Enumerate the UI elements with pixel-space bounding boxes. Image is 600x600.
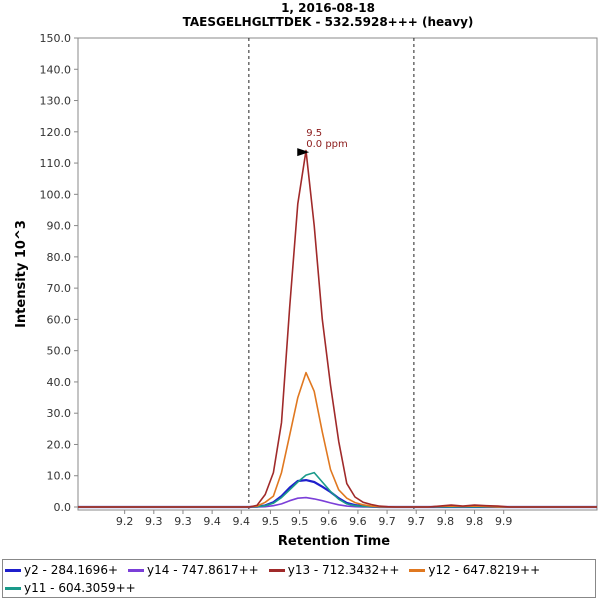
peak-annotation: 9.5 0.0 ppm	[297, 128, 348, 157]
chart-legend: y2 - 284.1696+ y14 - 747.8617++ y13 - 712.…	[2, 559, 596, 598]
x-tick-label: 9.2	[116, 515, 134, 528]
y-tick-label: 150.0	[40, 32, 72, 45]
peak-arrow-icon	[297, 148, 310, 157]
y-tick-label: 10.0	[47, 470, 72, 483]
series-lines	[78, 149, 597, 509]
y-axis-label: Intensity 10^3	[14, 220, 29, 328]
legend-item: y12 - 647.8219++	[409, 561, 540, 579]
legend-swatch	[5, 568, 21, 572]
legend-swatch	[5, 586, 21, 590]
y-tick-label: 90.0	[47, 220, 72, 233]
x-tick-label: 9.3	[145, 515, 163, 528]
x-tick-label: 9.4	[203, 515, 221, 528]
x-tick-label: 9.4	[233, 515, 251, 528]
legend-swatch	[128, 568, 145, 572]
series-line-2	[78, 149, 597, 508]
y-tick-label: 60.0	[47, 313, 72, 326]
y-tick-label: 100.0	[40, 188, 72, 201]
legend-swatch	[268, 568, 285, 572]
y-tick-label: 140.0	[40, 63, 72, 76]
y-tick-label: 0.0	[54, 501, 72, 514]
peak-ppm-label: 0.0 ppm	[306, 139, 348, 150]
y-tick-label: 80.0	[47, 251, 72, 264]
legend-label: y12 - 647.8219++	[428, 563, 541, 577]
x-tick-label: 9.7	[407, 515, 425, 528]
x-tick-label: 9.5	[291, 515, 309, 528]
legend-label: y14 - 747.8617++	[147, 563, 259, 577]
peak-boundaries	[248, 38, 415, 510]
x-tick-label: 9.6	[320, 515, 338, 528]
x-tick-label: 9.7	[378, 515, 396, 528]
x-tick-label: 9.9	[495, 515, 513, 528]
y-axis-ticks: 0.0 10.0 20.0 30.0 40.0 50.0 60.0 70.0 80.0 90.0 1…	[40, 32, 78, 514]
y-tick-label: 40.0	[47, 376, 72, 389]
legend-swatch	[409, 568, 426, 572]
y-tick-label: 120.0	[40, 126, 72, 139]
legend-item: y13 - 712.3432++	[268, 561, 400, 579]
legend-label: y13 - 712.3432++	[287, 563, 400, 577]
peak-rt-label: 9.5	[306, 128, 322, 139]
legend-item: y11 - 604.3059++	[5, 579, 136, 597]
x-tick-label: 9.6	[349, 515, 367, 528]
chart-subtitle: TAESGELHGLTTDEK - 532.5928+++ (heavy)	[183, 15, 474, 29]
x-tick-label: 9.8	[437, 515, 455, 528]
y-tick-label: 70.0	[47, 282, 72, 295]
y-tick-label: 20.0	[47, 438, 72, 451]
x-axis-ticks: 9.2 9.3 9.3 9.4 9.4 9.5 9.5 9.6 9.6 9.7 9.7 9.8 9.8 9…	[116, 510, 513, 528]
legend-item: y2 - 284.1696+	[5, 561, 118, 579]
x-axis-label: Retention Time	[278, 534, 390, 549]
x-tick-label: 9.3	[174, 515, 192, 528]
y-tick-label: 130.0	[40, 95, 72, 108]
y-tick-label: 30.0	[47, 407, 72, 420]
chromatogram-chart: 1, 2016-08-18 TAESGELHGLTTDEK - 532.5928…	[14, 1, 598, 549]
legend-item: y14 - 747.8617++	[128, 561, 259, 579]
y-tick-label: 110.0	[40, 157, 72, 170]
legend-label: y11 - 604.3059++	[24, 581, 136, 595]
x-tick-label: 9.5	[262, 515, 280, 528]
legend-label: y2 - 284.1696+	[24, 563, 119, 577]
x-tick-label: 9.8	[466, 515, 484, 528]
chart-title: 1, 2016-08-18	[281, 1, 375, 15]
plot-area	[77, 37, 598, 511]
y-tick-label: 50.0	[47, 345, 72, 358]
